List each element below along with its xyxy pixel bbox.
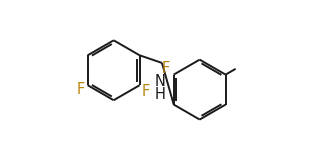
Text: N
H: N H [155, 74, 166, 102]
Text: F: F [76, 82, 84, 97]
Text: F: F [162, 61, 170, 76]
Text: F: F [141, 84, 149, 99]
